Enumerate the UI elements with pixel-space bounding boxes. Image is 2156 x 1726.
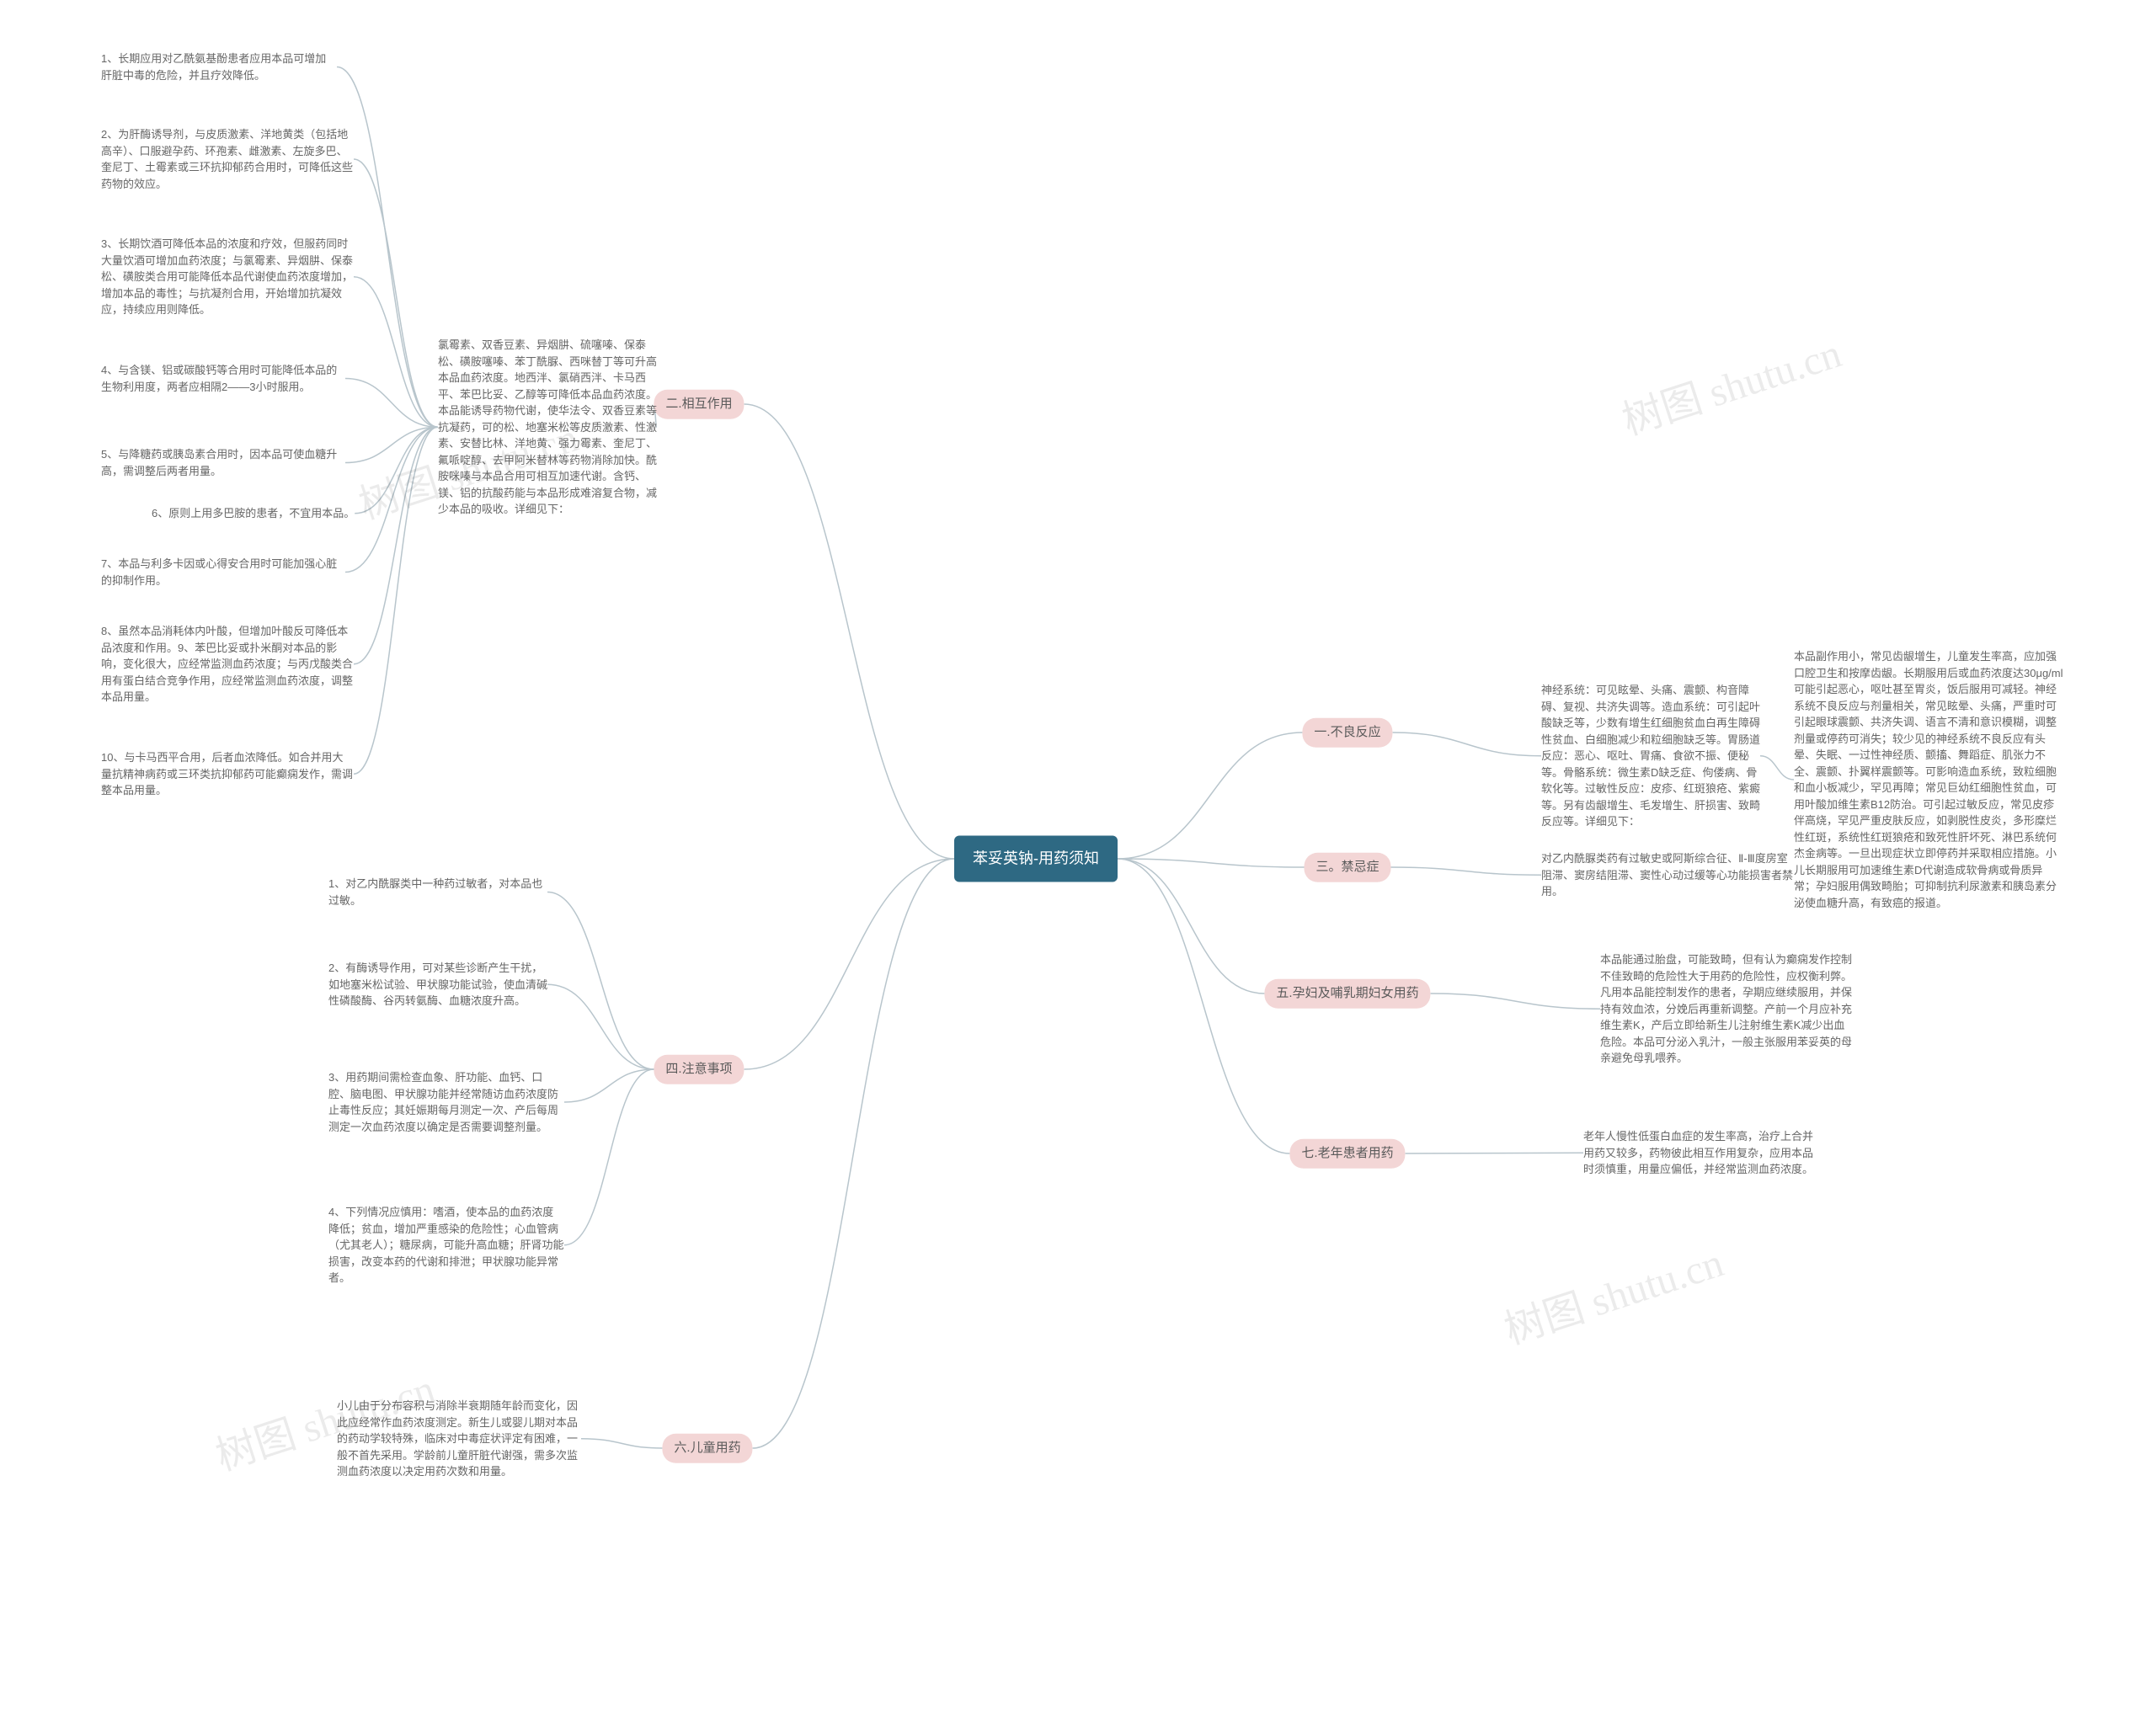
leaf-node: 3、长期饮酒可降低本品的浓度和疗效，但服药同时大量饮酒可增加血药浓度；与氯霉素、… bbox=[101, 236, 354, 318]
branch-interactions[interactable]: 二.相互作用 bbox=[654, 390, 744, 419]
branch-precautions[interactable]: 四.注意事项 bbox=[654, 1055, 744, 1084]
leaf-node: 小儿由于分布容积与消除半衰期随年龄而变化，因此应经常作血药浓度测定。新生儿或婴儿… bbox=[337, 1398, 581, 1480]
watermark: 树图 shutu.cn bbox=[1614, 320, 1848, 446]
leaf-node: 1、长期应用对乙酰氨基酚患者应用本品可增加肝脏中毒的危险，并且疗效降低。 bbox=[101, 51, 337, 83]
leaf-node: 4、下列情况应慎用：嗜酒，使本品的血药浓度降低；贫血，增加严重感染的危险性；心血… bbox=[328, 1204, 564, 1287]
leaf-node: 6、原则上用多巴胺的患者，不宜用本品。 bbox=[152, 505, 355, 522]
leaf-node: 5、与降糖药或胰岛素合用时，因本品可使血糖升高，需调整后两者用量。 bbox=[101, 446, 345, 479]
branch-pregnancy[interactable]: 五.孕妇及哺乳期妇女用药 bbox=[1264, 979, 1430, 1009]
leaf-node: 2、有酶诱导作用，可对某些诊断产生干扰，如地塞米松试验、甲状腺功能试验，使血清碱… bbox=[328, 960, 547, 1009]
leaf-node: 10、与卡马西平合用，后者血浓降低。如合并用大量抗精神病药或三环类抗抑郁药可能癫… bbox=[101, 749, 354, 799]
branch-elderly[interactable]: 七.老年患者用药 bbox=[1289, 1139, 1405, 1169]
leaf-node: 本品副作用小，常见齿龈增生，儿童发生率高，应加强口腔卫生和按摩齿龈。长期服用后或… bbox=[1794, 648, 2063, 911]
leaf-node: 8、虽然本品消耗体内叶酸，但增加叶酸反可降低本品浓度和作用。9、苯巴比妥或扑米酮… bbox=[101, 623, 354, 706]
leaf-node: 1、对乙内酰脲类中一种药过敏者，对本品也过敏。 bbox=[328, 876, 547, 908]
leaf-node: 4、与含镁、铝或碳酸钙等合用时可能降低本品的生物利用度，两者应相隔2——3小时服… bbox=[101, 362, 345, 395]
watermark: 树图 shutu.cn bbox=[1496, 1229, 1730, 1356]
leaf-node: 对乙内酰脲类药有过敏史或阿斯综合征、Ⅱ-Ⅲ度房室阻滞、窦房结阻滞、窦性心动过缓等… bbox=[1541, 850, 1794, 900]
leaf-node: 本品能通过胎盘，可能致畸，但有认为癫痫发作控制不佳致畸的危险性大于用药的危险性，… bbox=[1600, 951, 1853, 1067]
leaf-node: 氯霉素、双香豆素、异烟肼、硫噻嗪、保泰松、磺胺噻嗪、苯丁酰脲、西咪替丁等可升高本… bbox=[438, 337, 657, 518]
leaf-node: 7、本品与利多卡因或心得安合用时可能加强心脏的抑制作用。 bbox=[101, 556, 345, 589]
branch-pediatric[interactable]: 六.儿童用药 bbox=[662, 1434, 752, 1463]
leaf-node: 2、为肝酶诱导剂，与皮质激素、洋地黄类（包括地高辛）、口服避孕药、环孢素、雌激素… bbox=[101, 126, 354, 192]
leaf-node: 神经系统：可见眩晕、头痛、震颤、构音障碍、复视、共济失调等。造血系统：可引起叶酸… bbox=[1541, 682, 1760, 830]
leaf-node: 3、用药期间需检查血象、肝功能、血钙、口腔、脑电图、甲状腺功能并经常随访血药浓度… bbox=[328, 1069, 564, 1135]
branch-contraindications[interactable]: 三。禁忌症 bbox=[1304, 853, 1390, 882]
center-node[interactable]: 苯妥英钠-用药须知 bbox=[954, 836, 1118, 882]
branch-adverse-reactions[interactable]: 一.不良反应 bbox=[1302, 718, 1392, 748]
leaf-node: 老年人慢性低蛋白血症的发生率高，治疗上合并用药又较多，药物彼此相互作用复杂，应用… bbox=[1583, 1128, 1819, 1178]
